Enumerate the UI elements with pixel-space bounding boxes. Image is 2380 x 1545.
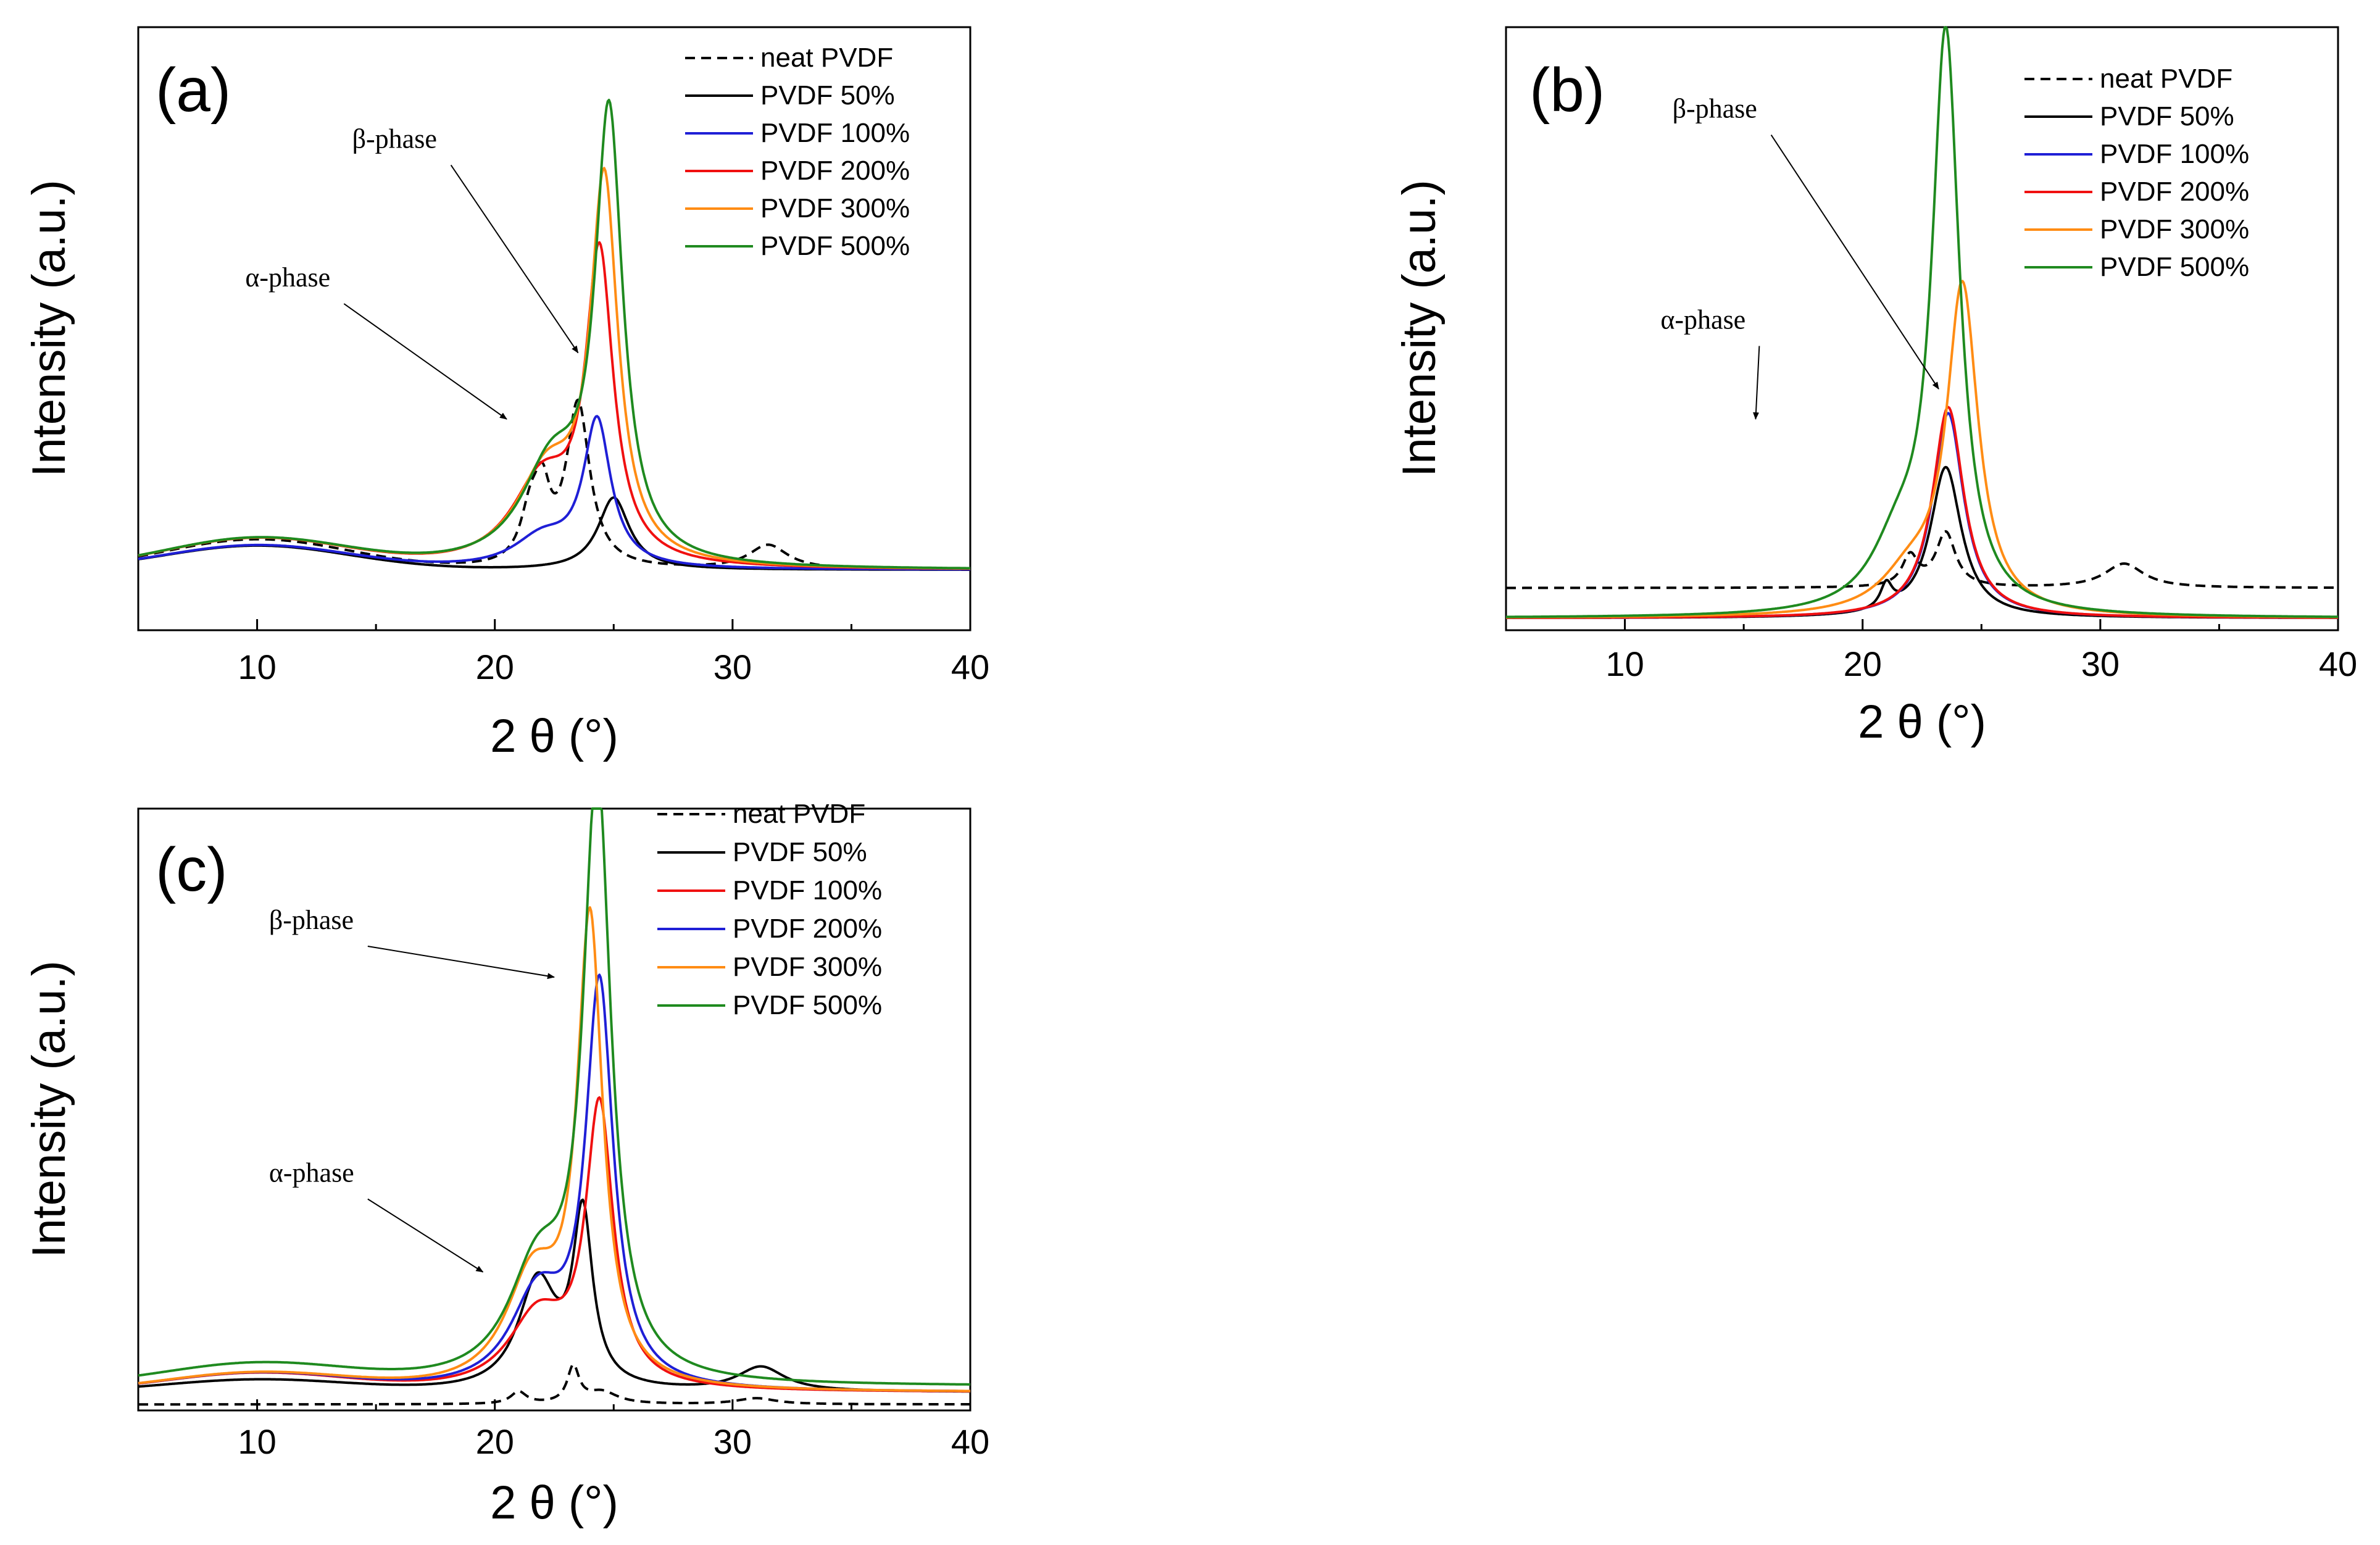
series-line bbox=[138, 906, 971, 1393]
annotation-label: α-phase bbox=[1660, 305, 1745, 335]
y-axis-title: Intensity (a.u.) bbox=[23, 180, 75, 477]
x-tick-label: 20 bbox=[476, 1422, 514, 1461]
legend-label: PVDF 300% bbox=[733, 952, 882, 982]
x-axis-ticks: 10 20 30 40 bbox=[137, 1399, 989, 1461]
x-tick-label: 10 bbox=[1605, 644, 1644, 683]
annotation-arrow bbox=[367, 1198, 484, 1273]
legend-label: PVDF 500% bbox=[760, 231, 910, 261]
x-axis-ticks: 10 20 30 40 bbox=[137, 619, 989, 686]
x-axis-title: 2 θ (°) bbox=[490, 710, 618, 762]
y-axis-title: Intensity (a.u.) bbox=[23, 960, 75, 1258]
phase-annotations: β-phase α-phase bbox=[269, 905, 555, 1273]
legend-label: PVDF 300% bbox=[760, 193, 910, 223]
x-tick-label: 10 bbox=[238, 648, 276, 686]
legend-label: PVDF 50% bbox=[760, 80, 895, 110]
panel-label: (a) bbox=[156, 56, 231, 125]
legend-label: PVDF 100% bbox=[2100, 139, 2249, 169]
series-line bbox=[138, 1363, 971, 1406]
legend: neat PVDF PVDF 50% PVDF 100% PVDF 200% PVDF … bbox=[657, 799, 882, 1020]
series-line bbox=[138, 99, 971, 570]
series-line bbox=[1505, 280, 2339, 619]
series-line bbox=[138, 496, 971, 571]
annotation-label: β-phase bbox=[1673, 94, 1757, 124]
annotation-label: α-phase bbox=[269, 1158, 354, 1188]
series-lines bbox=[138, 99, 971, 571]
x-tick-label: 30 bbox=[2081, 644, 2120, 683]
plot-frame bbox=[137, 807, 972, 1412]
phase-annotations: β-phase α-phase bbox=[245, 123, 579, 420]
annotation-label: β-phase bbox=[352, 123, 437, 154]
y-axis-title: Intensity (a.u.) bbox=[1393, 180, 1446, 477]
legend-label: PVDF 50% bbox=[2100, 101, 2234, 131]
x-tick-label: 20 bbox=[1844, 644, 1882, 683]
chart-panel-b: (b) 2 θ (°) Intensity (a.u.) 10 20 30 40 β-… bbox=[1393, 26, 2357, 748]
series-lines bbox=[1505, 26, 2339, 619]
x-tick-label: 20 bbox=[476, 648, 514, 686]
legend-label: PVDF 200% bbox=[760, 156, 910, 186]
chart-panel-a: (a) 2 θ (°) Intensity (a.u.) 10 20 30 40 β-… bbox=[23, 26, 989, 762]
annotation-arrow bbox=[343, 303, 507, 420]
annotation-arrow bbox=[367, 946, 555, 980]
series-line bbox=[138, 415, 971, 571]
legend: neat PVDF PVDF 50% PVDF 100% PVDF 200% PVDF … bbox=[685, 43, 910, 261]
legend-label: PVDF 200% bbox=[733, 914, 882, 944]
x-tick-label: 10 bbox=[238, 1422, 276, 1461]
series-line bbox=[138, 807, 971, 1386]
legend-label: PVDF 100% bbox=[760, 118, 910, 148]
annotation-label: β-phase bbox=[269, 905, 354, 935]
x-tick-label: 40 bbox=[951, 1422, 989, 1461]
x-axis-ticks: 10 20 30 40 bbox=[1505, 619, 2357, 683]
x-tick-label: 30 bbox=[714, 1422, 752, 1461]
annotation-arrow bbox=[450, 164, 579, 354]
x-tick-label: 30 bbox=[714, 648, 752, 686]
annotation-label: α-phase bbox=[245, 262, 330, 293]
x-tick-label: 40 bbox=[2319, 644, 2357, 683]
plot-frame bbox=[137, 26, 972, 631]
legend-label: PVDF 500% bbox=[2100, 252, 2249, 282]
x-axis-title: 2 θ (°) bbox=[1858, 696, 1986, 748]
series-line bbox=[1505, 26, 2339, 618]
legend-label: PVDF 200% bbox=[2100, 177, 2249, 207]
chart-panel-c: (c) 2 θ (°) Intensity (a.u.) 10 20 30 40 β-… bbox=[23, 799, 989, 1529]
legend-label: PVDF 50% bbox=[733, 837, 867, 867]
annotation-arrow bbox=[1752, 346, 1760, 420]
panel-label: (b) bbox=[1529, 56, 1605, 125]
phase-annotations: β-phase α-phase bbox=[1660, 94, 1939, 420]
legend-label: neat PVDF bbox=[2100, 64, 2232, 94]
legend: neat PVDF PVDF 50% PVDF 100% PVDF 200% PVDF … bbox=[2024, 64, 2249, 282]
legend-label: neat PVDF bbox=[760, 43, 893, 73]
x-axis-title: 2 θ (°) bbox=[490, 1476, 618, 1529]
legend-label: PVDF 500% bbox=[733, 990, 882, 1020]
series-line bbox=[138, 167, 971, 570]
panel-label: (c) bbox=[156, 835, 228, 904]
series-lines bbox=[138, 807, 971, 1406]
plot-frame bbox=[1505, 26, 2339, 631]
legend-label: PVDF 300% bbox=[2100, 214, 2249, 244]
x-tick-label: 40 bbox=[951, 648, 989, 686]
series-line bbox=[138, 973, 971, 1393]
legend-label: PVDF 100% bbox=[733, 875, 882, 906]
legend-label: neat PVDF bbox=[733, 799, 865, 829]
series-line bbox=[1505, 530, 2339, 589]
annotation-arrow bbox=[1770, 134, 1939, 390]
series-line bbox=[138, 1198, 971, 1393]
